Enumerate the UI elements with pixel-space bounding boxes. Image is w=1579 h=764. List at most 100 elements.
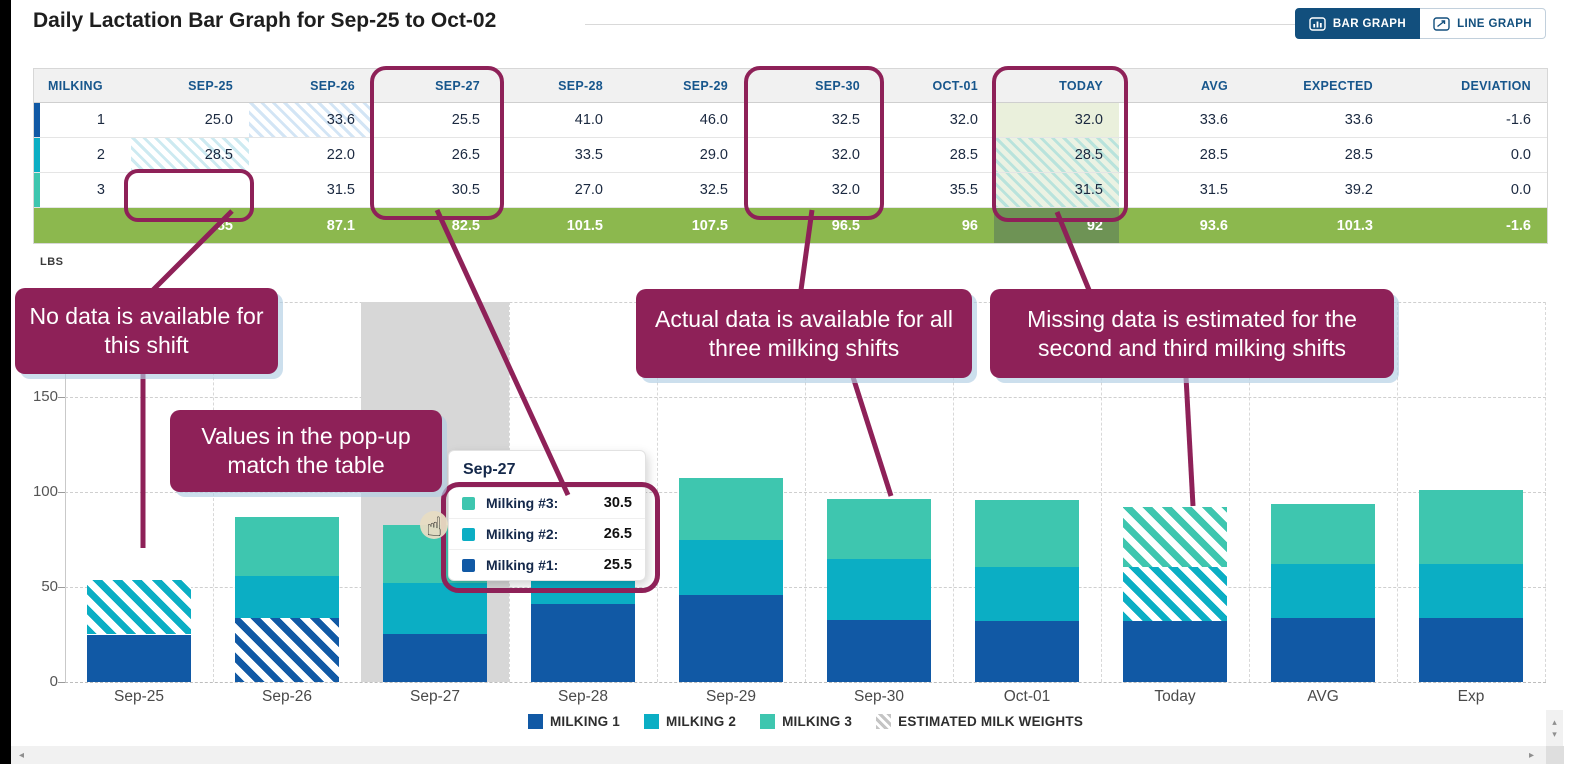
table-cell: 32.5 <box>619 173 744 208</box>
bar-segment-milking-3[interactable] <box>827 498 931 560</box>
bar-segment-milking-2[interactable] <box>1419 564 1523 619</box>
milking-row-number: 3 <box>34 173 131 208</box>
scroll-left-arrow-icon[interactable]: ◂ <box>19 750 25 761</box>
milking-row-number: 1 <box>34 103 131 138</box>
column-header: SEP-25 <box>131 69 249 103</box>
tooltip-series-swatch-icon <box>462 527 475 541</box>
legend-item[interactable]: ESTIMATED MILK WEIGHTS <box>876 714 1083 729</box>
bar-segment-milking-1[interactable] <box>87 634 191 682</box>
bar-segment-milking-1[interactable] <box>1123 621 1227 682</box>
column-header: MILKING <box>34 69 131 103</box>
column-header: EXPECTED <box>1244 69 1389 103</box>
row-color-strip <box>34 138 40 172</box>
callout-missing-data: Missing data is estimated for the second… <box>990 289 1394 378</box>
table-cell: -1.6 <box>1389 103 1547 138</box>
bar-segment-milking-1[interactable] <box>531 604 635 682</box>
line-graph-button[interactable]: LINE GRAPH <box>1420 8 1546 39</box>
y-axis-tick-label: 0 <box>49 673 58 690</box>
column-header: SEP-27 <box>371 69 496 103</box>
bar-segment-milking-3[interactable] <box>1123 507 1227 568</box>
bar-segment-milking-1[interactable] <box>827 620 931 682</box>
gridline <box>1397 302 1398 682</box>
title-divider <box>585 24 1345 25</box>
tooltip-row: Milking #2: 26.5 <box>449 518 645 549</box>
column-header: AVG <box>1119 69 1244 103</box>
bar-segment-milking-1[interactable] <box>1271 618 1375 682</box>
x-axis-label: Sep-28 <box>558 688 608 705</box>
milking-data-table: MILKING SEP-25 SEP-26 SEP-27 SEP-28 SEP-29 SEP… <box>33 68 1548 244</box>
bar-segment-milking-2[interactable] <box>1271 564 1375 619</box>
legend-item[interactable]: MILKING 1 <box>527 714 620 729</box>
column-header: SEP-28 <box>496 69 619 103</box>
table-cell: 28.5 <box>994 138 1119 173</box>
gridline <box>213 302 214 682</box>
y-axis-tick-mark <box>58 492 65 493</box>
bar-segment-milking-2[interactable] <box>235 576 339 619</box>
bar-segment-milking-3[interactable] <box>1419 489 1523 564</box>
table-cell: 32.0 <box>994 103 1119 138</box>
column-header: DEVIATION <box>1389 69 1547 103</box>
table-cell: 25.0 <box>131 103 249 138</box>
table-cell <box>131 173 249 208</box>
bar-graph-button[interactable]: BAR GRAPH <box>1294 8 1421 39</box>
x-axis-label: Sep-30 <box>854 688 904 705</box>
bar-segment-milking-2[interactable] <box>679 539 783 595</box>
gridline <box>1101 302 1102 682</box>
total-cell <box>34 208 131 243</box>
tooltip-series-label: Milking #3: <box>486 495 559 511</box>
bar-segment-milking-3[interactable] <box>975 499 1079 568</box>
bar-segment-milking-1[interactable] <box>235 618 339 682</box>
total-cell: 107.5 <box>619 208 744 243</box>
total-cell: -1.6 <box>1389 208 1547 243</box>
gridline <box>1249 302 1250 682</box>
bar-segment-milking-2[interactable] <box>87 580 191 635</box>
bar-segment-milking-3[interactable] <box>235 516 339 577</box>
bar-segment-milking-2[interactable] <box>975 567 1079 622</box>
bar-segment-milking-2[interactable] <box>827 559 931 621</box>
scroll-right-arrow-icon[interactable]: ▸ <box>1528 750 1534 761</box>
bar-segment-milking-3[interactable] <box>1271 504 1375 564</box>
legend-item[interactable]: MILKING 2 <box>644 714 736 729</box>
legend-swatch-icon <box>760 714 776 729</box>
x-axis-label: Today <box>1154 688 1196 705</box>
bar-segment-milking-2[interactable] <box>383 583 487 634</box>
bar-segment-milking-3[interactable] <box>679 477 783 540</box>
hand-cursor-icon: ☝ <box>426 512 443 543</box>
legend-swatch-icon <box>876 714 892 729</box>
table-cell: 25.5 <box>371 103 496 138</box>
y-axis-tick-mark <box>58 397 65 398</box>
legend-item[interactable]: MILKING 3 <box>760 714 852 729</box>
table-cell: 39.2 <box>1244 173 1389 208</box>
scroll-down-arrow-icon[interactable]: ▾ <box>1552 728 1557 739</box>
bar-graph-button-label: BAR GRAPH <box>1332 17 1407 30</box>
tooltip-series-swatch-icon <box>462 558 475 572</box>
bar-segment-milking-2[interactable] <box>1123 567 1227 622</box>
horizontal-scrollbar[interactable]: ◂ ▸ <box>11 746 1546 764</box>
scroll-up-arrow-icon[interactable]: ▴ <box>1552 716 1557 727</box>
column-header: OCT-01 <box>876 69 994 103</box>
vertical-scrollbar[interactable]: ▴ ▾ <box>1546 710 1563 746</box>
table-cell: 33.6 <box>249 103 371 138</box>
x-axis-label: Exp <box>1457 688 1485 705</box>
bar-segment-milking-1[interactable] <box>679 594 783 682</box>
bar-segment-milking-1[interactable] <box>975 621 1079 682</box>
tooltip-series-swatch-icon <box>462 496 475 510</box>
column-header: SEP-29 <box>619 69 744 103</box>
tooltip-row: Milking #3: 30.5 <box>449 487 645 518</box>
bar-graph-icon <box>1309 16 1326 31</box>
callout-popup-values: Values in the pop-up match the table <box>170 410 442 492</box>
table-cell: 32.5 <box>744 103 876 138</box>
table-cell: 31.5 <box>994 173 1119 208</box>
graph-view-toggle: BAR GRAPH LINE GRAPH <box>1294 8 1546 39</box>
tooltip-series-label: Milking #2: <box>486 526 559 542</box>
callout-no-data: No data is available for this shift <box>15 288 278 374</box>
table-cell: 30.5 <box>371 173 496 208</box>
y-axis-unit-label: LBS <box>40 256 64 268</box>
bar-segment-milking-1[interactable] <box>383 633 487 682</box>
cursor-click-halo <box>420 511 448 539</box>
bar-segment-milking-1[interactable] <box>1419 618 1523 682</box>
table-cell: 32.0 <box>744 138 876 173</box>
table-cell: 28.5 <box>876 138 994 173</box>
